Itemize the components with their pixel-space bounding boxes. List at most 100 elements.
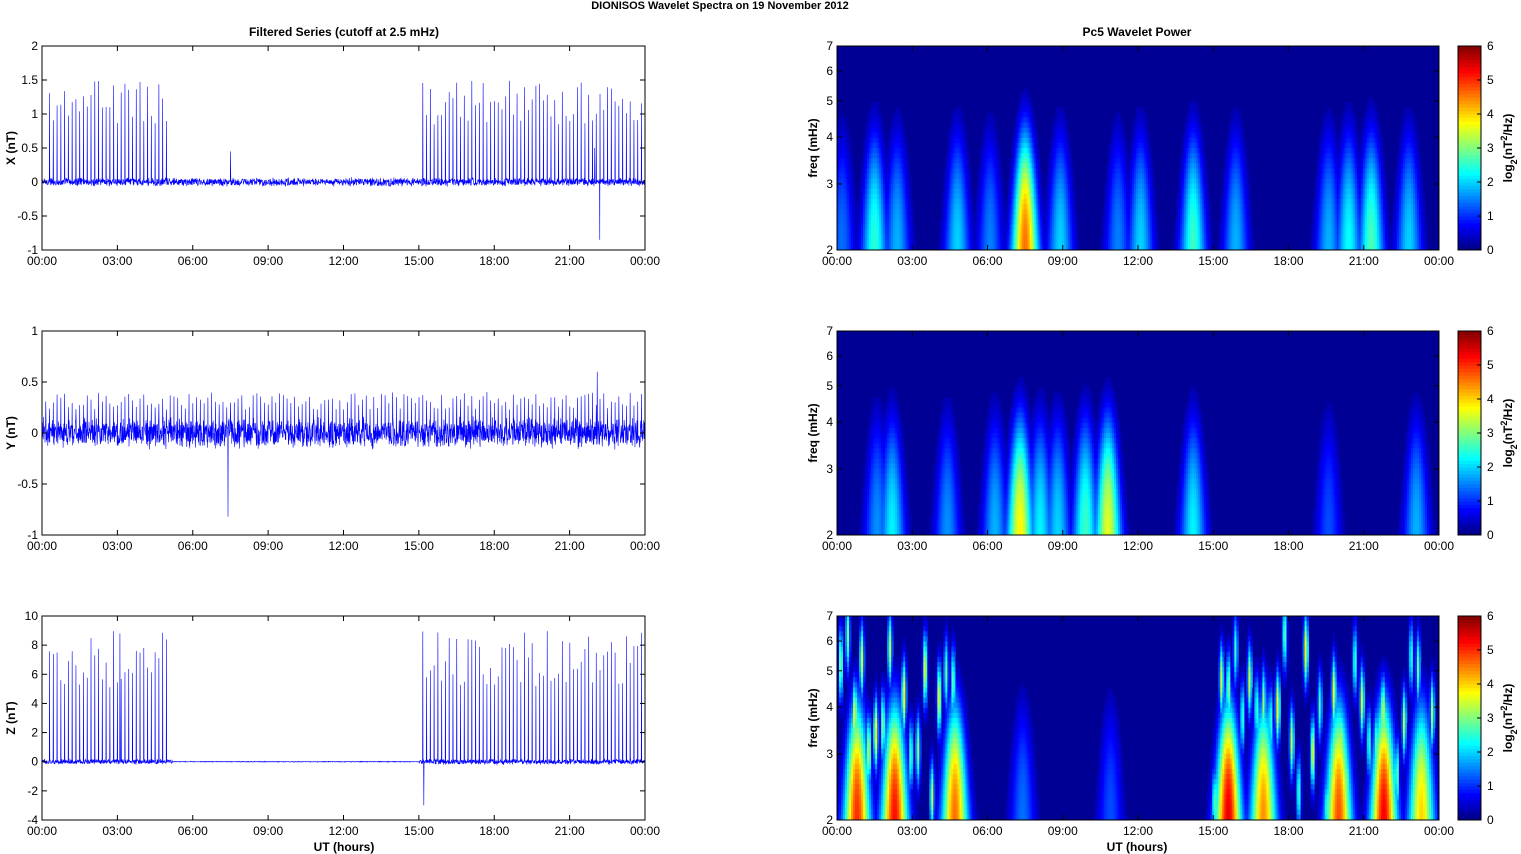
heatmap-cell [1332, 178, 1336, 185]
heatmap-cell [1328, 137, 1332, 144]
heatmap-cell [1059, 117, 1063, 123]
heatmap-cell [995, 178, 998, 185]
heatmap-cell [1342, 163, 1346, 169]
heatmap-cell [957, 127, 960, 134]
heatmap-cell [1035, 148, 1039, 154]
heatmap-cell [867, 168, 870, 174]
heatmap-cell [893, 168, 896, 174]
heatmap-cell [1224, 188, 1227, 195]
heatmap-cell [1210, 219, 1213, 225]
heatmap-cell [1019, 122, 1023, 128]
heatmap-cell [1113, 188, 1117, 195]
heatmap-cell [1031, 117, 1035, 123]
heatmap-cell [1061, 188, 1065, 195]
heatmap-cell [1376, 163, 1380, 169]
heatmap-cell [1035, 142, 1039, 149]
heatmap-cell [897, 188, 900, 195]
heatmap-cell [959, 148, 962, 154]
heatmap-cell [1117, 188, 1121, 195]
heatmap-cell [859, 193, 862, 200]
heatmap-cell [1352, 153, 1356, 159]
heatmap-cell [901, 158, 904, 164]
heatmap-cell [1344, 163, 1348, 169]
heatmap-cell [1352, 122, 1356, 128]
heatmap-cell [1029, 127, 1033, 134]
heatmap-cell [1065, 178, 1069, 185]
heatmap-cell [1047, 163, 1051, 169]
heatmap-cell [1418, 173, 1422, 179]
heatmap-cell [877, 153, 880, 159]
heatmap-cell [1380, 168, 1384, 174]
heatmap-cell [1144, 127, 1147, 134]
heatmap-cell [1113, 137, 1117, 144]
heatmap-cell [1194, 142, 1197, 149]
heatmap-cell [1059, 173, 1063, 179]
heatmap-cell [869, 107, 872, 113]
heatmap-cell [1418, 153, 1422, 159]
heatmap-cell [1027, 97, 1031, 103]
heatmap-cell [1109, 168, 1113, 174]
heatmap-cell [1378, 158, 1382, 164]
heatmap-cell [1200, 122, 1203, 128]
heatmap-cell [993, 193, 996, 200]
heatmap-cell [1364, 188, 1368, 195]
heatmap-cell [1356, 188, 1360, 195]
heatmap-cell [951, 183, 954, 190]
heatmap-cell [891, 127, 894, 134]
heatmap-cell [953, 163, 956, 169]
series-xtick-label: 18:00 [479, 254, 509, 268]
heatmap-cell [1184, 137, 1187, 144]
heatmap-cell [1380, 193, 1384, 200]
heatmap-cell [1152, 163, 1155, 169]
heatmap-cell [1328, 178, 1332, 185]
heatmap-cell [1412, 193, 1416, 200]
heatmap-cell [991, 183, 994, 190]
heatmap-cell [1368, 178, 1372, 185]
heatmap-cell [1384, 188, 1388, 195]
heatmap-cell [1103, 183, 1107, 190]
heatmap-cell [1131, 188, 1135, 195]
heatmap-cell [865, 188, 868, 195]
heatmap-cell [1324, 117, 1328, 123]
heatmap-cell [965, 193, 968, 200]
heatmap-cell [1198, 178, 1201, 185]
heatmap-cell [1374, 158, 1378, 164]
heatmap-cell [1142, 173, 1145, 179]
heatmap-cell [899, 122, 902, 128]
heatmap-cell [1368, 132, 1372, 139]
heatmap-cell [947, 142, 950, 149]
heatmap-cell [1320, 127, 1324, 134]
heatmap-cell [1400, 142, 1404, 149]
heatmap-cell [1148, 173, 1151, 179]
heatmap-cell [1338, 158, 1342, 164]
heatmap-cell [1396, 188, 1400, 195]
heatmap-cell [965, 168, 968, 174]
heatmap-cell [1031, 183, 1035, 190]
heatmap-cell [1123, 173, 1127, 179]
heatmap-cell [1182, 163, 1185, 169]
heatmap-cell [839, 158, 842, 164]
heatmap-cell [967, 188, 970, 195]
heatmap-cell [947, 183, 950, 190]
heatmap-cell [1210, 224, 1213, 230]
heatmap-cell [1238, 163, 1241, 169]
heatmap-cell [1019, 91, 1023, 98]
heatmap-cell [1228, 193, 1231, 200]
heatmap-cell [965, 132, 968, 139]
heatmap-cell [1055, 112, 1059, 118]
heatmap-cell [1362, 148, 1366, 154]
heatmap-cell [877, 188, 880, 195]
heatmap-cell [1324, 153, 1328, 159]
heatmap-cell [873, 178, 876, 185]
heatmap-cell [1394, 183, 1398, 190]
ytick-label: -2 [27, 784, 38, 798]
heatmap-cell [1328, 153, 1332, 159]
heatmap-cell [1154, 204, 1157, 210]
heatmap-cell [943, 173, 946, 179]
heatmap-cell [1330, 137, 1334, 144]
heatmap-cell [875, 153, 878, 159]
heatmap-cell [1354, 148, 1358, 154]
heatmap-cell [1192, 188, 1195, 195]
heatmap-cell [1250, 224, 1253, 230]
heatmap-cell [1057, 117, 1061, 123]
